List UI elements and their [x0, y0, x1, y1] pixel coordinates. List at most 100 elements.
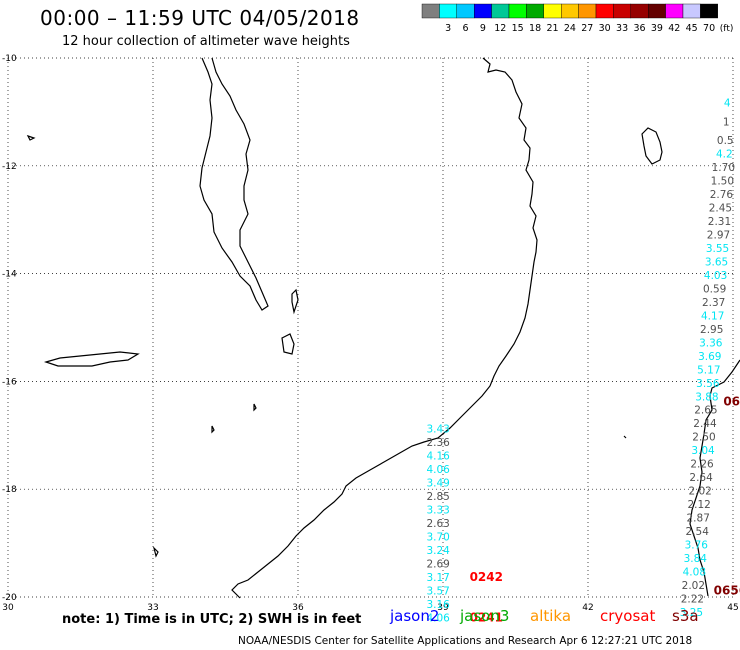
wave-height-label: 3.57 [426, 585, 449, 597]
lon-tick-label: 45 [727, 603, 738, 613]
wave-height-label: 4.06 [426, 612, 450, 624]
wave-height-label: 2.63 [426, 518, 449, 530]
satellite-legend-s3a: s3a [672, 607, 699, 625]
scale-tick-label: 45 [686, 23, 698, 34]
scale-tick-label: 39 [651, 23, 663, 34]
madagascar-coastline [689, 359, 740, 597]
lat-tick-label: -12 [2, 162, 17, 172]
lon-tick-label: 36 [292, 603, 304, 613]
scale-tick-label: 3 [445, 23, 451, 34]
wave-height-label: 2.69 [426, 558, 449, 570]
scale-tick-label: 36 [633, 23, 645, 34]
lon-tick-label: 39 [437, 603, 449, 613]
wave-height-label: 4.16 [426, 451, 450, 463]
comoros-island [641, 127, 663, 165]
scale-tick-label: 27 [581, 23, 593, 34]
scale-swatch [700, 3, 719, 19]
map-title: 00:00 – 11:59 UTC 04/05/2018 [40, 6, 360, 30]
wave-height-label: 3.25 [680, 607, 703, 619]
wave-height-label: 2.85 [426, 491, 449, 503]
wave-height-label: 3.33 [426, 504, 449, 516]
wave-height-label: 2.45 [709, 203, 732, 215]
wave-height-label: 2.64 [689, 472, 713, 484]
lon-tick-label: 42 [582, 603, 593, 613]
scale-unit: (ft) [720, 24, 734, 34]
wave-height-label: 4.08 [683, 566, 706, 578]
wave-height-label: 3.69 [698, 351, 721, 363]
wave-height-label: 2.50 [692, 432, 715, 444]
wave-height-label: 0.59 [703, 283, 726, 295]
wave-height-label: 0.5 [717, 135, 734, 147]
satellite-legend-cryosat: cryosat [600, 607, 656, 625]
wave-height-label: 3.84 [684, 553, 708, 565]
wave-height-color-scale: 3 6 9 12 15 18 21 24 27 30 33 36 39 42 45 70 (ft) [421, 3, 734, 34]
map-subtitle: 12 hour collection of altimeter wave hei… [62, 34, 350, 49]
wave-height-label: 4.17 [701, 310, 724, 322]
lake-chilwa [281, 333, 295, 355]
wave-height-label: 3.16 [426, 599, 450, 611]
wave-height-label: 3.17 [426, 572, 449, 584]
scale-tick-label: 70 [703, 23, 715, 34]
africa-coastline [231, 57, 538, 599]
wave-height-label: 2.31 [708, 216, 731, 228]
lon-tick-label: 33 [147, 603, 158, 613]
wave-height-label: 3.76 [685, 539, 709, 551]
lake-malawi [199, 57, 269, 311]
wave-height-label: 3.70 [426, 531, 449, 543]
wave-height-label: 3.36 [699, 337, 723, 349]
wave-height-label: 4 [724, 98, 731, 110]
wave-height-label: 4.06 [426, 464, 450, 476]
wave-height-label: 3.04 [691, 445, 715, 457]
lake-mweru-shore [291, 288, 299, 315]
scale-tick-label: 42 [668, 23, 680, 34]
wave-height-label: 2.97 [707, 230, 730, 242]
pass-time-label: 0242 [470, 570, 503, 584]
scale-tick-label: 15 [512, 23, 524, 34]
wave-height-label: 5.17 [697, 364, 720, 376]
scale-tick-label: 24 [564, 23, 576, 34]
wave-height-label: 2.37 [702, 297, 725, 309]
altimeter-tracks: 4 1 0.5 4.21.70 1.502.76 2.452.31 2.973.55 3.65… [426, 98, 740, 625]
wave-height-label: 2.65 [694, 405, 717, 417]
pass-time-label: 0241 [470, 610, 503, 624]
wave-height-label: 3.88 [695, 391, 718, 403]
satellite-legend-altika: altika [530, 607, 572, 625]
wave-height-label: 2.26 [690, 459, 714, 471]
wave-height-label: 4.03 [704, 270, 727, 282]
wave-height-label: 2.22 [681, 593, 704, 605]
lat-tick-label: -16 [2, 377, 17, 387]
small-islet-3 [211, 425, 215, 434]
lat-tick-label: -20 [2, 593, 17, 603]
pass-time-label: 0656 [714, 583, 740, 597]
satellite-legend-jason3: jason3 [460, 607, 510, 625]
wave-height-label: 1 [723, 116, 730, 128]
wave-height-label: 2.12 [687, 499, 710, 511]
wave-height-label: 3.55 [706, 243, 729, 255]
lat-lon-grid: 30 33 36 39 42 45 -10 -12 -14 -16 -18 -20 [2, 54, 739, 613]
wave-height-label: 2.36 [426, 437, 450, 449]
scale-tick-label: 33 [616, 23, 628, 34]
wave-height-label: 3.43 [426, 424, 449, 436]
scale-tick-label: 18 [529, 23, 541, 34]
wave-height-label: 3.56 [696, 378, 720, 390]
small-islet-4 [152, 546, 159, 558]
scale-tick-label: 30 [599, 23, 611, 34]
wave-height-label: 2.02 [682, 580, 705, 592]
wave-height-label: 2.87 [687, 513, 710, 525]
scale-tick-label: 21 [546, 23, 558, 34]
lat-tick-label: -18 [2, 485, 17, 495]
wave-height-label: 4.2 [716, 149, 733, 161]
footnote: note: 1) Time is in UTC; 2) SWH is in fe… [62, 612, 362, 627]
lake-bangweulu [43, 351, 140, 367]
credit-line: NOAA/NESDIS Center for Satellite Applica… [238, 635, 693, 647]
wave-height-label: 3.24 [426, 545, 450, 557]
scale-tick-label: 12 [494, 23, 506, 34]
lat-tick-label: -10 [2, 54, 17, 64]
small-islet-2 [253, 403, 257, 412]
lon-tick-label: 30 [2, 603, 14, 613]
west-track: 3.432.364.164.063.492.853.332.633.703.24… [426, 424, 503, 625]
wave-height-label: 2.44 [693, 418, 717, 430]
small-islet-1 [26, 134, 36, 141]
east-track: 4 1 0.5 4.21.70 1.502.76 2.452.31 2.973.55 3.65… [680, 98, 740, 619]
